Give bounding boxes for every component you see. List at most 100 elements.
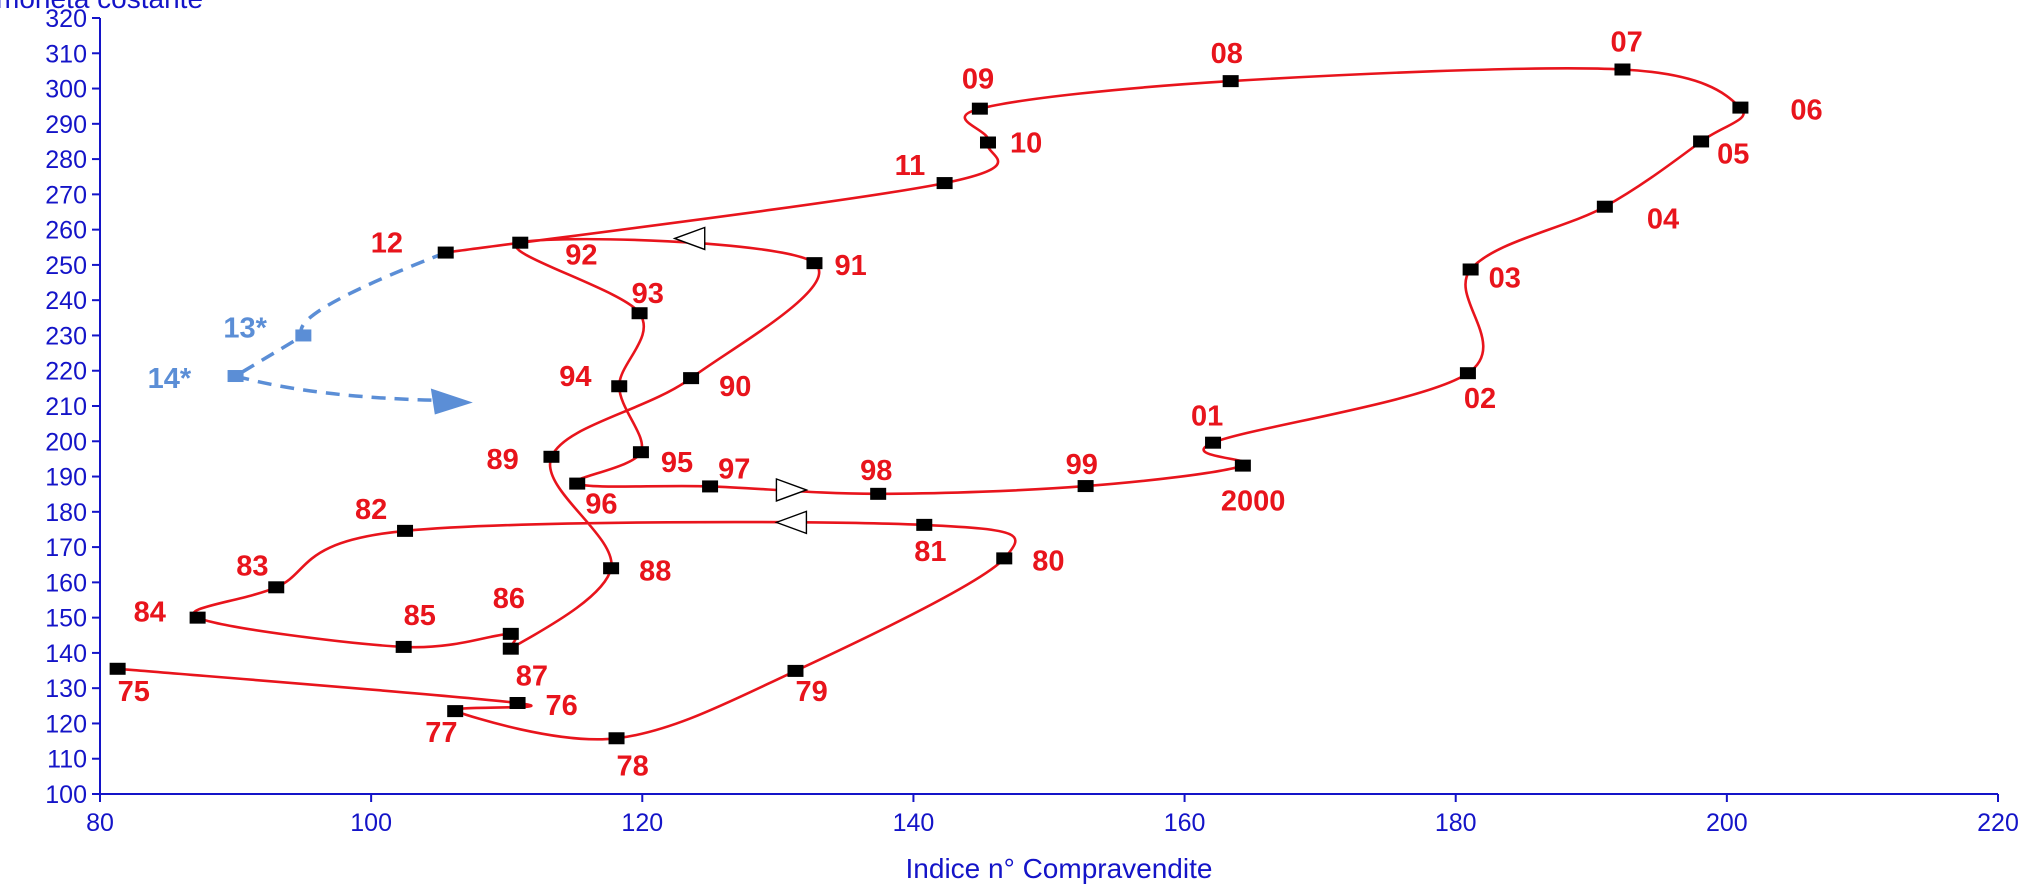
point-marker	[787, 664, 804, 677]
y-tick-label: 260	[45, 217, 87, 245]
point-label: 80	[1032, 545, 1064, 577]
point-label: 88	[639, 555, 671, 587]
point-label: 87	[516, 661, 548, 693]
y-tick-label: 160	[45, 569, 87, 597]
y-tick-label: 130	[45, 675, 87, 703]
point-marker	[979, 136, 996, 149]
point-marker	[1693, 135, 1710, 148]
forecast-marker	[295, 329, 312, 342]
tick-labels: 80 100 120 140 160 180 200 22010011012013014015…	[45, 5, 2019, 837]
point-label: 79	[795, 676, 827, 708]
point-label: 96	[585, 489, 617, 521]
point-label: 81	[914, 536, 946, 568]
point-marker	[1077, 480, 1094, 493]
x-tick-label: 180	[1435, 809, 1477, 837]
point-marker	[1596, 200, 1613, 213]
point-label: 84	[134, 597, 166, 629]
point-label: 82	[355, 494, 387, 526]
y-tick-label: 230	[45, 322, 87, 350]
point-marker	[1234, 459, 1251, 472]
forecast-line	[234, 250, 447, 378]
x-tick-label: 160	[1164, 809, 1206, 837]
point-marker	[569, 477, 586, 490]
y-tick-label: 310	[45, 40, 87, 68]
forecast-label: 14*	[148, 363, 192, 395]
point-marker	[268, 581, 285, 594]
point-marker	[512, 236, 529, 249]
x-tick-label: 140	[893, 809, 935, 837]
y-tick-label: 290	[45, 111, 87, 139]
point-marker	[806, 257, 823, 270]
forecast-marker	[227, 370, 244, 383]
point-label: 95	[661, 447, 693, 479]
point-marker	[1459, 367, 1476, 380]
y-axis-title: moneta costante	[0, 0, 203, 14]
point-marker	[395, 640, 412, 653]
point-label: 97	[718, 453, 750, 485]
x-tick-label: 120	[621, 809, 663, 837]
point-label: 91	[834, 250, 866, 282]
data-labels: 75 76 77 78 79 80 81 82 83 84 85 86 87 88 89 90 91 92 93 94…	[118, 26, 1823, 782]
forecast-arrow-head	[430, 388, 473, 415]
point-marker	[437, 246, 454, 259]
point-label: 92	[565, 240, 597, 272]
point-marker	[1614, 63, 1631, 76]
y-tick-label: 220	[45, 358, 87, 386]
point-label: 85	[404, 600, 436, 632]
point-label: 07	[1610, 26, 1642, 58]
x-tick-label: 100	[350, 809, 392, 837]
direction-arrow	[775, 477, 809, 502]
x-axis-title: Indice n° Compravendite	[906, 853, 1213, 884]
direction-arrow	[774, 510, 808, 535]
point-label: 01	[1191, 401, 1223, 433]
point-label: 99	[1066, 449, 1098, 481]
forecast-trend-line	[235, 374, 445, 403]
point-marker	[447, 705, 464, 718]
point-marker	[971, 102, 988, 115]
point-label: 12	[371, 228, 403, 260]
point-label: 98	[860, 455, 892, 487]
point-label: 09	[962, 64, 994, 96]
y-tick-label: 200	[45, 428, 87, 456]
point-marker	[608, 732, 625, 745]
direction-arrow	[672, 226, 706, 251]
point-marker	[1205, 436, 1222, 449]
point-label: 03	[1489, 262, 1521, 294]
y-tick-label: 140	[45, 640, 87, 668]
point-label: 94	[559, 361, 591, 393]
y-tick-label: 110	[47, 746, 87, 774]
point-label: 05	[1717, 138, 1749, 170]
point-label: 93	[632, 278, 664, 310]
series-line-historical	[117, 67, 1745, 741]
y-tick-label: 190	[45, 464, 87, 492]
point-marker	[189, 611, 206, 624]
data-markers	[109, 63, 1749, 745]
point-marker	[916, 518, 933, 531]
point-marker	[683, 372, 700, 385]
forecast-label: 13*	[223, 312, 267, 344]
y-tick-label: 240	[45, 287, 87, 315]
point-marker	[543, 450, 560, 463]
y-tick-label: 300	[45, 76, 87, 104]
axes	[92, 17, 1999, 802]
point-label: 08	[1211, 38, 1243, 70]
y-tick-label: 210	[45, 393, 87, 421]
point-marker	[502, 627, 519, 640]
point-label: 75	[118, 676, 150, 708]
point-label: 83	[236, 550, 268, 582]
point-label: 89	[486, 444, 518, 476]
point-label: 2000	[1221, 486, 1286, 518]
point-marker	[603, 562, 620, 575]
point-label: 11	[895, 150, 926, 182]
point-marker	[509, 696, 526, 709]
y-tick-label: 280	[45, 146, 87, 174]
direction-arrows	[672, 226, 809, 535]
point-marker	[632, 446, 649, 459]
point-marker	[109, 662, 126, 675]
y-tick-label: 250	[45, 252, 87, 280]
y-tick-label: 120	[45, 710, 87, 738]
point-label: 02	[1464, 383, 1496, 415]
y-tick-label: 100	[45, 781, 87, 809]
point-marker	[631, 307, 648, 320]
